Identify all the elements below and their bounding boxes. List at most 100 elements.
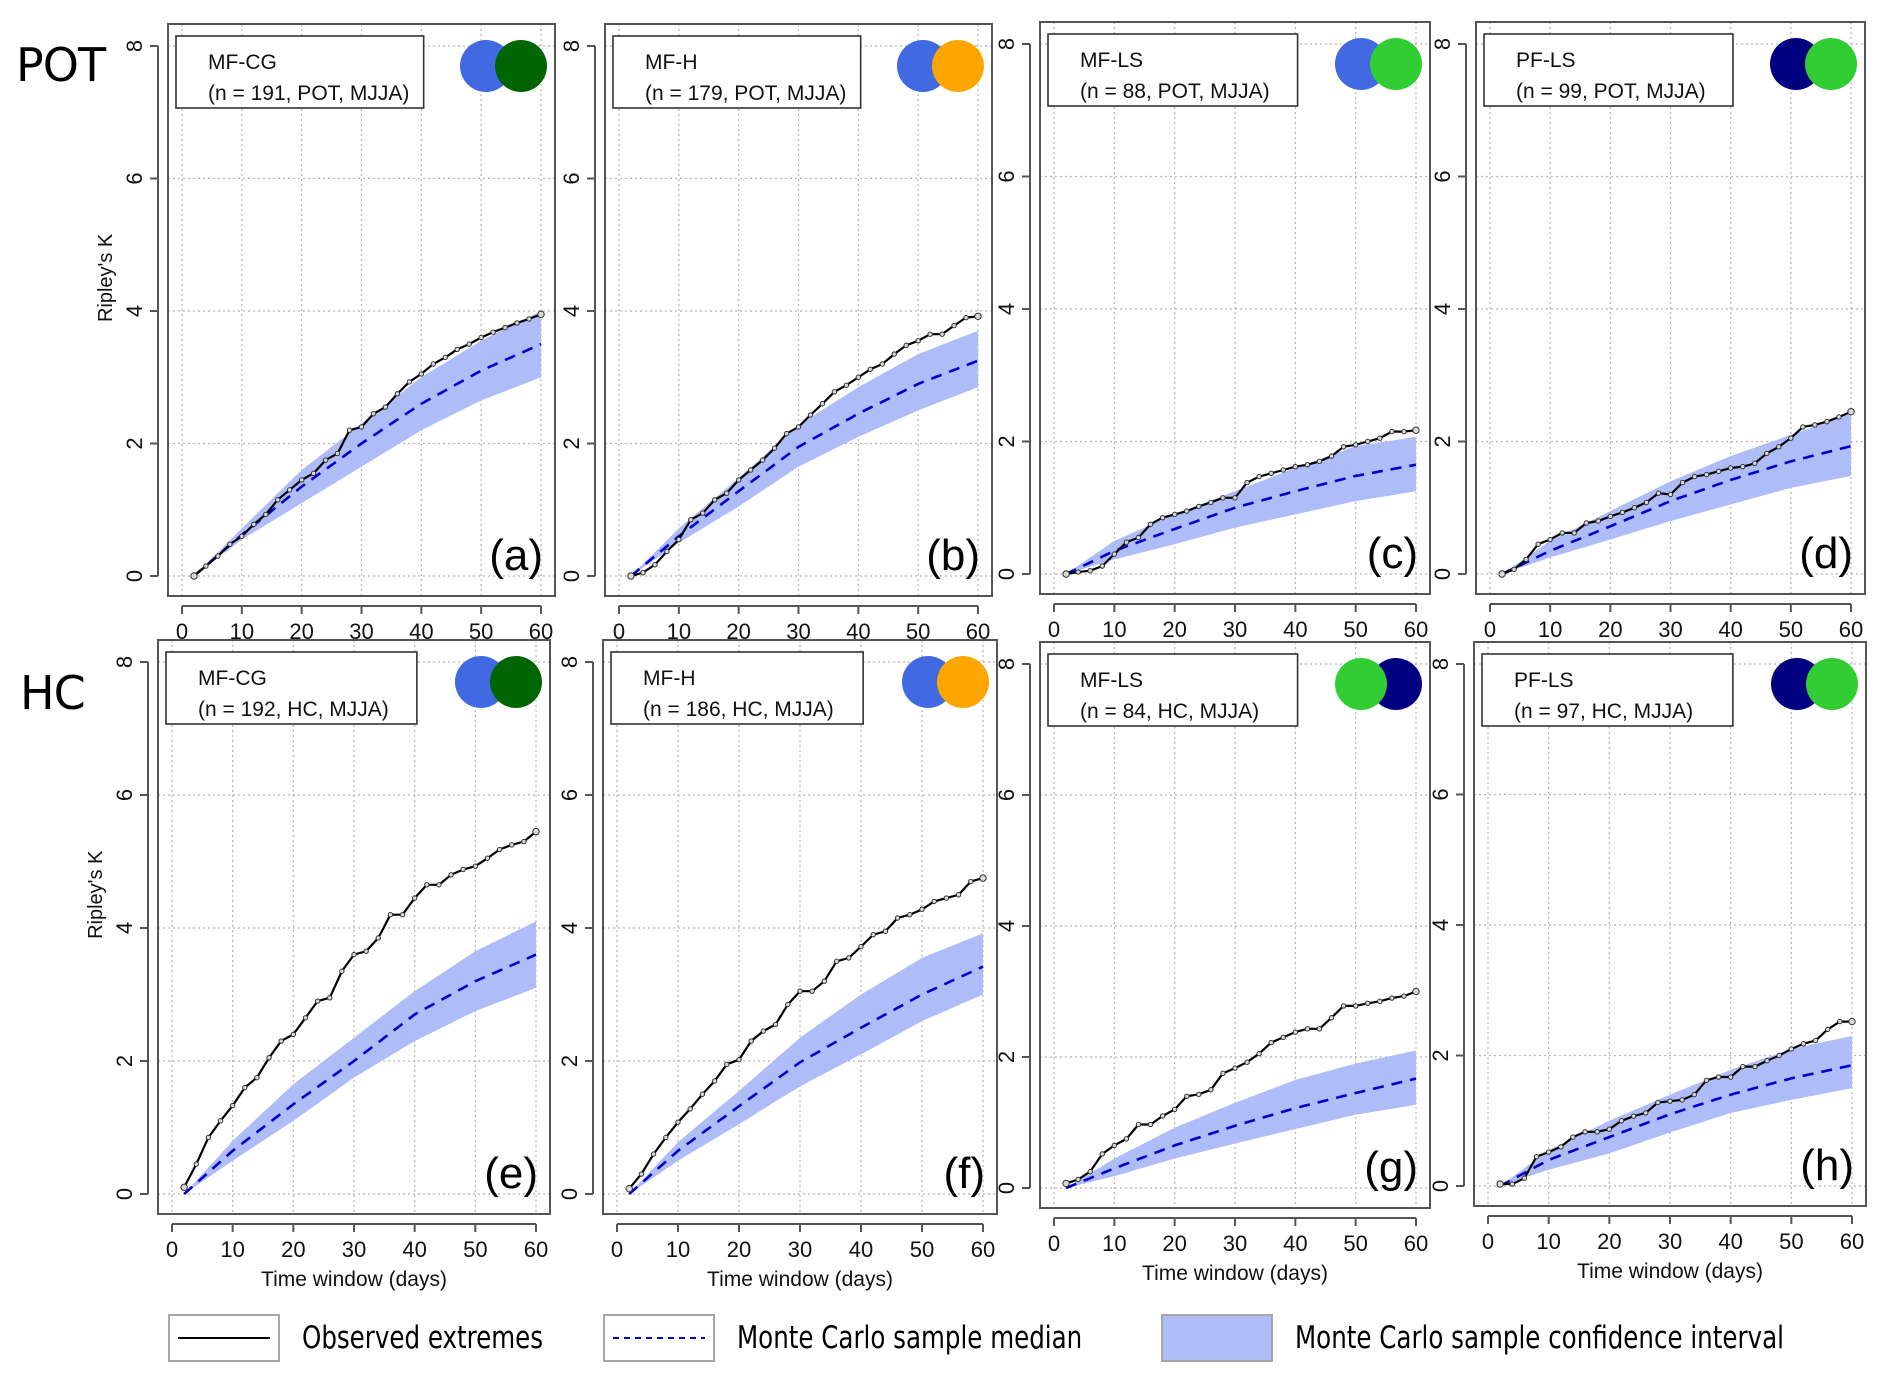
- panel-subtitle: (n = 191, POT, MJJA): [208, 82, 409, 105]
- observed-point: [1607, 513, 1614, 520]
- observed-point: [759, 457, 766, 463]
- y-tick-label: 2: [1430, 435, 1455, 447]
- observed-point: [1196, 503, 1202, 510]
- observed-point: [1292, 1029, 1299, 1035]
- x-tick-label: 0: [1048, 617, 1060, 642]
- observed-point: [1208, 499, 1214, 506]
- row-label-pot: POT: [16, 38, 106, 92]
- x-tick-label: 0: [166, 1237, 178, 1262]
- observed-point: [1545, 1149, 1552, 1155]
- observed-point: [1788, 1046, 1795, 1052]
- observed-point: [1304, 461, 1311, 468]
- observed-point: [687, 1106, 693, 1112]
- observed-point: [735, 477, 742, 483]
- x-tick-label: 10: [666, 1237, 690, 1262]
- observed-point: [1244, 479, 1250, 486]
- panel-title: MF-H: [645, 51, 697, 74]
- observed-point: [1570, 1134, 1576, 1140]
- observed-point: [1752, 460, 1758, 467]
- observed-point: [891, 351, 897, 357]
- observed-point: [795, 424, 802, 430]
- observed-point: [339, 968, 345, 974]
- y-tick-label: 4: [994, 920, 1019, 932]
- observed-point: [1123, 539, 1130, 545]
- observed-point: [266, 1054, 272, 1061]
- panel-g: 0 10 20 30 40 50 60 0 2 4 6 8 Time window (days) MF-L…: [994, 641, 1431, 1285]
- x-tick-label: 20: [1598, 617, 1622, 642]
- observed-point: [1268, 1039, 1274, 1046]
- observed-point: [1715, 1074, 1722, 1080]
- observed-point: [509, 842, 515, 848]
- observed-point: [1606, 1126, 1613, 1132]
- observed-point: [1075, 1176, 1081, 1183]
- panel-d: 0 10 20 30 40 50 60 0 2 4 6 8 PF-LS (n = 99, POT, MJJ…: [1430, 21, 1866, 642]
- x-tick-label: 0: [611, 1237, 623, 1262]
- observed-point: [968, 878, 974, 885]
- observed-point: [1328, 1015, 1335, 1021]
- observed-point: [229, 1102, 236, 1109]
- observed-point: [1837, 1018, 1843, 1025]
- observed-point: [302, 1015, 309, 1021]
- y-tick-label: 8: [122, 40, 147, 52]
- median-line: [1065, 463, 1417, 576]
- info-box: [175, 35, 425, 109]
- icon-circle-left: [1335, 658, 1387, 710]
- confidence-band: [184, 921, 536, 1194]
- observed-point: [1280, 467, 1286, 473]
- observed-point: [1740, 463, 1746, 470]
- observed-point: [797, 988, 803, 994]
- observed-point: [351, 951, 357, 958]
- y-tick-label: 6: [112, 789, 137, 801]
- observed-point: [783, 430, 790, 437]
- observed-point: [327, 995, 333, 1001]
- observed-point: [460, 866, 466, 873]
- y-tick-label: 2: [559, 437, 584, 449]
- observed-point: [1776, 444, 1782, 450]
- icon-circle-right: [1806, 658, 1858, 710]
- observed-point: [1825, 1026, 1831, 1033]
- x-tick-label: 30: [342, 1237, 366, 1262]
- observed-point: [1691, 1091, 1697, 1098]
- observed-point: [484, 855, 491, 861]
- observed-point: [436, 882, 442, 888]
- icon-circle-right: [490, 656, 542, 708]
- observed-point: [290, 1031, 297, 1038]
- y-tick-label: 8: [994, 38, 1019, 50]
- y-tick-label: 2: [122, 437, 147, 449]
- median-line: [183, 953, 537, 1195]
- observed-point: [867, 366, 873, 372]
- y-tick-label: 8: [1430, 38, 1455, 50]
- y-tick-label: 0: [1428, 1180, 1453, 1192]
- x-tick-label: 60: [971, 1237, 995, 1262]
- observed-point: [1232, 1065, 1238, 1071]
- legend-label-median: Monte Carlo sample median: [737, 1320, 1083, 1356]
- observed-point: [227, 541, 233, 547]
- observed-point: [943, 895, 950, 901]
- observed-point: [1340, 444, 1347, 450]
- observed-point: [1184, 1093, 1190, 1100]
- x-tick-label: 0: [1484, 617, 1496, 642]
- observed-point: [1824, 418, 1830, 425]
- observed-point: [215, 553, 221, 559]
- legend: Observed extremes Monte Carlo sample med…: [0, 1312, 1892, 1368]
- panel-letter: (h): [1800, 1141, 1854, 1190]
- observed-point: [879, 361, 885, 367]
- row-label-hc: HC: [20, 666, 86, 720]
- observed-point: [310, 470, 317, 477]
- observed-point: [1171, 511, 1178, 518]
- observed-point: [772, 1021, 779, 1028]
- panel-title: MF-LS: [1080, 669, 1143, 692]
- x-tick-label: 20: [727, 1237, 751, 1262]
- observed-point: [1764, 1058, 1770, 1064]
- observed-point: [1812, 1037, 1819, 1044]
- observed-point: [858, 943, 864, 950]
- legend-label-ci: Monte Carlo sample confidence interval: [1295, 1320, 1784, 1356]
- observed-point: [190, 572, 198, 580]
- observed-point: [1316, 458, 1323, 465]
- info-box: [610, 651, 864, 725]
- x-tick-label: 40: [1283, 617, 1307, 642]
- observed-point: [1111, 551, 1118, 557]
- x-tick-label: 10: [1102, 1231, 1126, 1256]
- observed-point: [846, 955, 852, 961]
